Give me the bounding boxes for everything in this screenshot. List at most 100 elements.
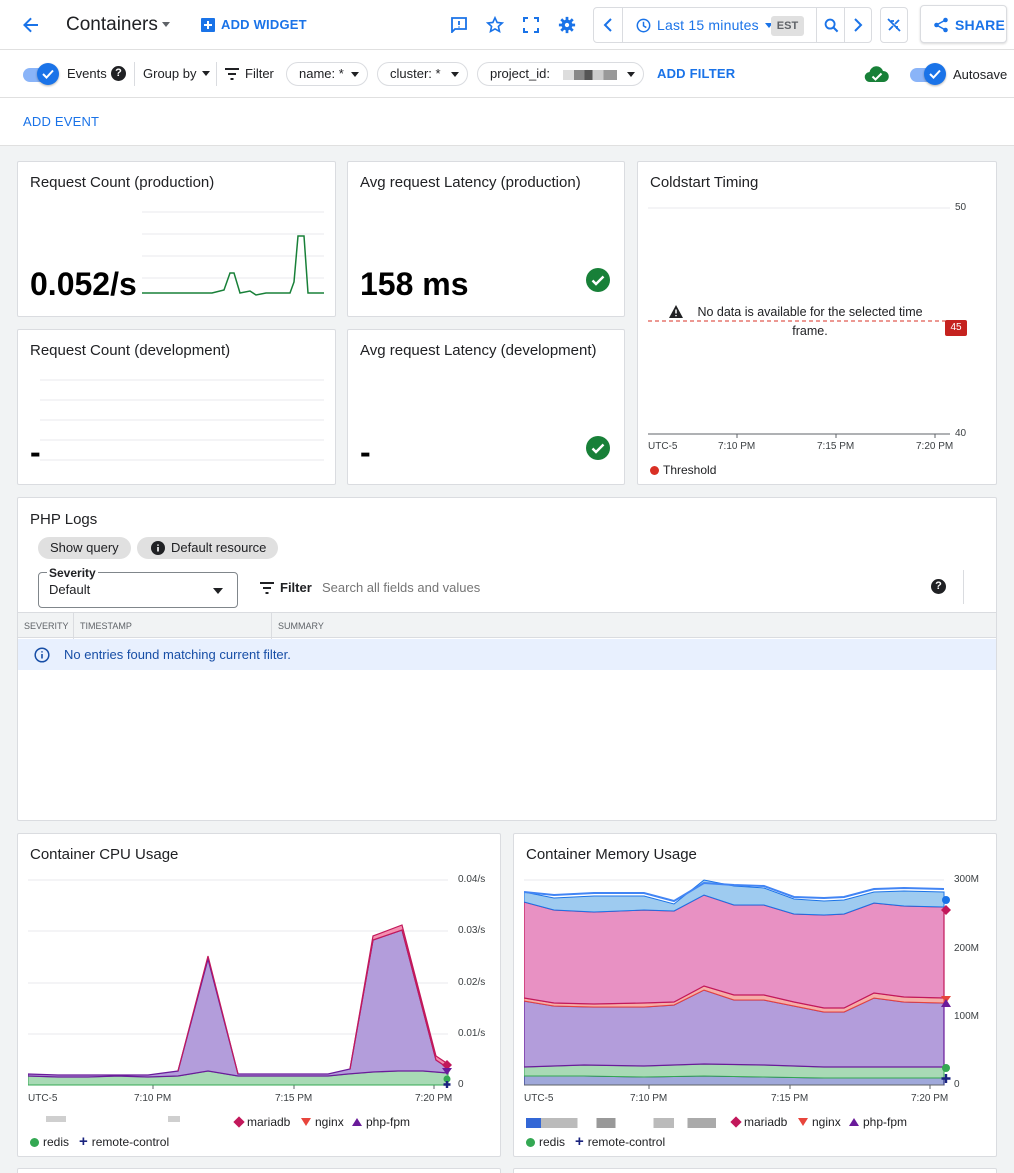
legend-threshold[interactable]: Threshold xyxy=(650,463,716,477)
add-event-button[interactable]: ADD EVENT xyxy=(23,114,100,129)
chevron-down-icon xyxy=(764,22,773,28)
widget-container-memory-usage[interactable]: Container Memory Usage 300M 200M 100M 0 … xyxy=(513,833,997,1157)
column-header[interactable]: SUMMARY xyxy=(278,621,324,631)
events-toggle[interactable] xyxy=(23,63,59,85)
legend-mariadb[interactable]: mariadb xyxy=(730,1115,787,1129)
filter-chip-cluster[interactable]: cluster: * xyxy=(377,62,468,86)
legend-php-fpm[interactable]: php-fpm xyxy=(849,1115,907,1129)
x-tick: UTC-5 xyxy=(28,1093,58,1104)
default-resource-chip[interactable]: Default resource xyxy=(137,537,279,559)
widget-title: Request Count (development) xyxy=(30,342,231,359)
y-tick: 100M xyxy=(954,1011,980,1022)
empty-state-banner: No entries found matching current filter… xyxy=(18,639,996,670)
x-tick: 7:15 PM xyxy=(771,1093,809,1104)
show-query-button[interactable]: Show query xyxy=(38,537,131,559)
y-tick: 0.02/s xyxy=(458,977,486,988)
page-title: Containers xyxy=(66,14,158,35)
cloud-saved-icon xyxy=(864,64,890,84)
events-label: Events xyxy=(67,66,107,81)
threshold-badge: 45 xyxy=(945,320,967,336)
filter-icon xyxy=(260,581,274,594)
filter-chip-name[interactable]: name: * xyxy=(286,62,368,86)
fullscreen-icon[interactable] xyxy=(519,13,543,37)
sparkline-grid xyxy=(40,379,324,461)
divider xyxy=(622,8,623,42)
legend-mariadb[interactable]: mariadb xyxy=(233,1115,290,1129)
check-icon xyxy=(929,69,941,79)
gear-icon[interactable] xyxy=(555,13,579,37)
prev-time-icon[interactable] xyxy=(596,13,620,37)
x-tick: 7:20 PM xyxy=(415,1093,453,1104)
severity-select[interactable]: Severity Default xyxy=(38,566,238,608)
widget-title: Avg request Latency (production) xyxy=(360,174,581,191)
x-tick: 7:10 PM xyxy=(134,1093,172,1104)
info-outline-icon xyxy=(34,647,50,663)
zoom-icon[interactable] xyxy=(819,13,843,37)
diamond-icon xyxy=(730,1116,742,1128)
legend-php-fpm[interactable]: php-fpm xyxy=(352,1115,410,1129)
widget-container-cpu-usage[interactable]: Container CPU Usage 0.04/s 0.03/s 0.02/s… xyxy=(17,833,501,1157)
widget-title: Container CPU Usage xyxy=(30,846,179,863)
coldstart-chart xyxy=(648,207,950,438)
widget-coldstart-timing[interactable]: Coldstart Timing 50 40 45 No data is ava… xyxy=(637,161,997,485)
y-tick: 0.01/s xyxy=(458,1028,486,1039)
dot-icon xyxy=(526,1137,535,1147)
widget-request-count-production[interactable]: Request Count (production) 0.052/s xyxy=(17,161,336,317)
title-dropdown-icon[interactable] xyxy=(162,22,170,27)
filter-chip-project-id[interactable]: project_id: xyxy=(477,62,644,86)
legend-remote-control[interactable]: + remote-control xyxy=(575,1133,666,1150)
y-tick: 200M xyxy=(954,943,980,954)
filter-button[interactable]: Filter xyxy=(225,66,274,81)
timezone-badge[interactable]: EST xyxy=(771,16,804,36)
redacted-value xyxy=(563,70,617,80)
x-tick: 7:15 PM xyxy=(817,441,855,452)
back-arrow-icon[interactable] xyxy=(19,13,43,37)
y-tick: 50 xyxy=(955,202,967,213)
redacted-legend xyxy=(168,1116,180,1122)
series-markers xyxy=(442,1060,452,1088)
legend-nginx[interactable]: nginx xyxy=(798,1115,841,1129)
widget-title: Request Count (production) xyxy=(30,174,215,191)
metric-value: - xyxy=(30,434,41,470)
legend-redis[interactable]: redis xyxy=(30,1135,69,1149)
divider xyxy=(816,8,817,42)
add-widget-button[interactable]: ADD WIDGET xyxy=(201,17,307,32)
log-table-header: SEVERITY TIMESTAMP SUMMARY xyxy=(18,612,996,639)
add-box-icon xyxy=(201,17,215,32)
log-search-input[interactable] xyxy=(322,576,882,598)
diamond-icon xyxy=(233,1116,245,1128)
log-filter-button[interactable]: Filter xyxy=(260,580,312,595)
filter-icon xyxy=(225,67,239,80)
feedback-icon[interactable] xyxy=(447,13,471,37)
redacted-legend xyxy=(526,1118,716,1128)
metric-value: - xyxy=(360,434,371,470)
help-icon[interactable]: ? xyxy=(111,66,126,81)
top-bar: Containers ADD WIDGET Last 15 minutes ES… xyxy=(0,0,1014,50)
metric-value: 0.052/s xyxy=(30,266,137,302)
time-range-group: Last 15 minutes EST xyxy=(593,7,872,43)
star-icon[interactable] xyxy=(483,13,507,37)
legend-nginx[interactable]: nginx xyxy=(301,1115,344,1129)
next-time-icon[interactable] xyxy=(846,13,870,37)
column-header[interactable]: TIMESTAMP xyxy=(74,613,272,639)
warning-icon xyxy=(669,305,683,318)
autosave-toggle[interactable] xyxy=(910,63,946,85)
divider xyxy=(963,570,964,604)
help-icon[interactable]: ? xyxy=(931,579,946,594)
widget-latency-development[interactable]: Avg request Latency (development) - xyxy=(347,329,625,485)
widget-php-logs: PHP Logs Show query Default resource Sev… xyxy=(17,497,997,821)
chevron-down-icon xyxy=(202,71,211,76)
time-range-selector[interactable]: Last 15 minutes xyxy=(636,17,773,33)
triangle-up-icon xyxy=(849,1118,859,1126)
share-button[interactable]: SHARE xyxy=(920,5,1007,43)
x-tick: 7:20 PM xyxy=(916,441,954,452)
widget-request-count-development[interactable]: Request Count (development) - xyxy=(17,329,336,485)
sync-off-button[interactable] xyxy=(880,7,908,43)
widget-title: Container Memory Usage xyxy=(526,846,697,863)
group-by-dropdown[interactable]: Group by xyxy=(143,66,211,81)
widget-latency-production[interactable]: Avg request Latency (production) 158 ms xyxy=(347,161,625,317)
legend-remote-control[interactable]: + remote-control xyxy=(79,1133,170,1150)
add-filter-button[interactable]: ADD FILTER xyxy=(657,66,736,81)
column-header[interactable]: SEVERITY xyxy=(18,613,74,639)
legend-redis[interactable]: redis xyxy=(526,1135,565,1149)
